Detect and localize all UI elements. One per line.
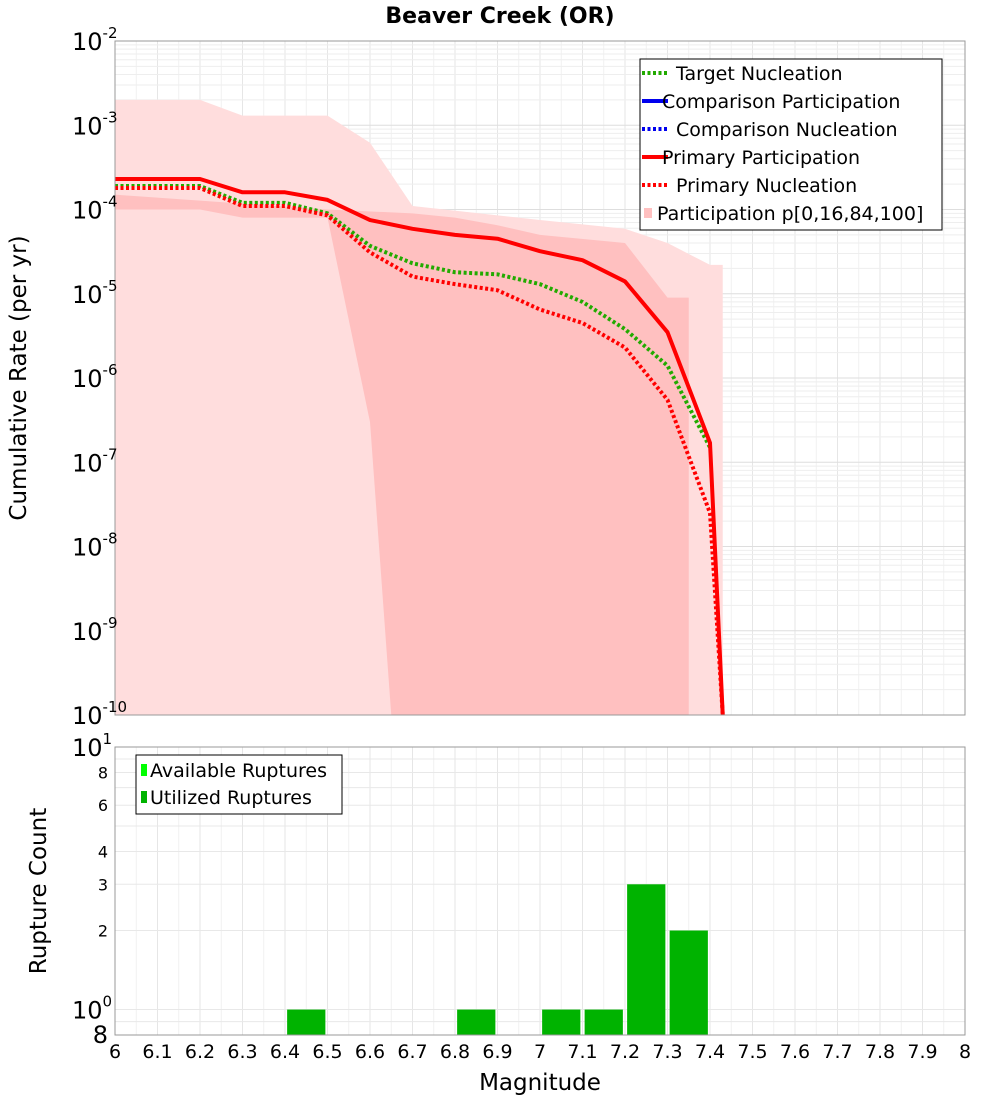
count-legend-label: Available Ruptures <box>150 760 327 782</box>
count-y-tick-minor: 3 <box>98 875 108 894</box>
rate-plot-frame <box>114 40 966 716</box>
legend-label: Comparison Nucleation <box>676 119 898 141</box>
legend-label: Primary Participation <box>662 147 860 169</box>
count-y-tick-major: 101 <box>72 730 112 762</box>
rate-y-tick-label: 10-9 <box>72 614 118 646</box>
count-y-tick-minor: 2 <box>98 922 108 941</box>
rate-y-tick-label: 10-6 <box>72 361 118 393</box>
x-tick-label: 6.7 <box>397 1041 427 1063</box>
x-tick-label: 7.1 <box>567 1041 597 1063</box>
count-legend-label: Utilized Ruptures <box>150 787 312 809</box>
x-tick-label: 6.9 <box>482 1041 512 1063</box>
rate-y-tick-label: 10-3 <box>72 108 118 140</box>
x-tick-label: 6 <box>109 1041 121 1063</box>
count-y-tick-major: 100 <box>72 993 112 1025</box>
rate-y-tick-label: 10-10 <box>72 698 127 730</box>
legend-swatch-band <box>644 208 652 218</box>
participation-bands <box>115 99 723 715</box>
count-legend-box <box>135 754 343 815</box>
count-y-tick-minor: 6 <box>98 796 108 815</box>
legend-label: Primary Nucleation <box>676 175 857 197</box>
bar-utilized-ruptures <box>584 1009 623 1035</box>
x-tick-label: 8 <box>959 1041 971 1063</box>
x-tick-label: 7.8 <box>865 1041 895 1063</box>
x-tick-label: 7.2 <box>610 1041 640 1063</box>
bar-utilized-ruptures <box>457 1009 496 1035</box>
x-tick-label: 7.9 <box>907 1041 937 1063</box>
legend-label: Participation p[0,16,84,100] <box>657 203 923 225</box>
legend-label: Target Nucleation <box>675 63 843 85</box>
rate-y-ticks: 10-2 10-3 10-4 10-5 10-6 10-7 10-8 10-9 10-10 <box>72 24 127 730</box>
count-y-tick-minor: 8 <box>98 763 108 782</box>
series-primary-nucleation <box>115 185 725 716</box>
x-tick-label: 7.6 <box>780 1041 810 1063</box>
count-y-tick-minor: 8 <box>93 1021 108 1049</box>
count-legend-swatch <box>141 764 147 776</box>
bar-utilized-ruptures <box>627 884 666 1035</box>
count-legend-swatch <box>141 791 147 803</box>
rate-plot: 10-2 10-3 10-4 10-5 10-6 10-7 10-8 10-9 10-10 Cu… <box>6 24 966 730</box>
x-tick-label: 6.3 <box>227 1041 257 1063</box>
rate-legend: Target Nucleation Comparison Participatio… <box>639 58 943 231</box>
count-x-ticks: 6 6.1 6.2 6.3 6.4 6.5 6.6 6.7 6.8 6.9 7 7.1 7.2 7.3 7.… <box>109 1041 971 1063</box>
x-tick-label: 6.1 <box>142 1041 172 1063</box>
count-legend: Available Ruptures Utilized Ruptures <box>135 754 343 815</box>
count-bars <box>287 884 708 1035</box>
count-plot-frame <box>114 746 966 1036</box>
count-y-axis-label: Rupture Count <box>26 808 52 974</box>
x-tick-label: 6.5 <box>312 1041 342 1063</box>
x-tick-label: 6.2 <box>185 1041 215 1063</box>
x-tick-label: 7.4 <box>695 1041 725 1063</box>
band-p16-p84 <box>115 194 689 715</box>
rate-series <box>115 177 725 716</box>
series-primary-participation <box>115 177 725 716</box>
series-target-nucleation <box>115 184 712 449</box>
x-tick-label: 7.3 <box>652 1041 682 1063</box>
x-tick-label: 7.5 <box>737 1041 767 1063</box>
x-tick-label: 6.8 <box>440 1041 470 1063</box>
x-tick-label: 6.4 <box>270 1041 300 1063</box>
rate-y-tick-label: 10-4 <box>72 193 118 225</box>
rate-legend-box <box>639 58 943 231</box>
legend-label: Comparison Participation <box>662 91 900 113</box>
bar-utilized-ruptures <box>287 1009 326 1035</box>
rate-y-tick-label: 10-2 <box>72 24 118 56</box>
x-axis-label: Magnitude <box>479 1070 601 1096</box>
rate-y-tick-label: 10-8 <box>72 530 118 562</box>
rate-y-tick-label: 10-5 <box>72 277 118 309</box>
bar-utilized-ruptures <box>669 930 708 1035</box>
chart-title: Beaver Creek (OR) <box>385 4 614 29</box>
rate-y-axis-label: Cumulative Rate (per yr) <box>6 235 32 520</box>
x-tick-label: 7.7 <box>822 1041 852 1063</box>
bar-utilized-ruptures <box>542 1009 581 1035</box>
rate-y-tick-label: 10-7 <box>72 445 118 477</box>
count-y-tick-minor: 4 <box>98 842 108 861</box>
x-tick-label: 6.6 <box>355 1041 385 1063</box>
x-tick-label: 7 <box>534 1041 546 1063</box>
